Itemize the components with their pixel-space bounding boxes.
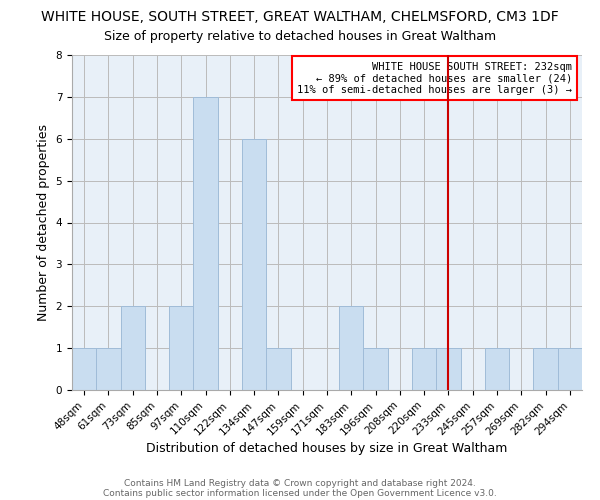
- Y-axis label: Number of detached properties: Number of detached properties: [37, 124, 50, 321]
- Bar: [339, 306, 364, 390]
- Bar: [193, 97, 218, 390]
- Text: Contains HM Land Registry data © Crown copyright and database right 2024.: Contains HM Land Registry data © Crown c…: [124, 478, 476, 488]
- X-axis label: Distribution of detached houses by size in Great Waltham: Distribution of detached houses by size …: [146, 442, 508, 455]
- Bar: [436, 348, 461, 390]
- Bar: [364, 348, 388, 390]
- Text: Size of property relative to detached houses in Great Waltham: Size of property relative to detached ho…: [104, 30, 496, 43]
- Bar: [242, 138, 266, 390]
- Bar: [169, 306, 193, 390]
- Bar: [121, 306, 145, 390]
- Bar: [72, 348, 96, 390]
- Text: WHITE HOUSE, SOUTH STREET, GREAT WALTHAM, CHELMSFORD, CM3 1DF: WHITE HOUSE, SOUTH STREET, GREAT WALTHAM…: [41, 10, 559, 24]
- Bar: [96, 348, 121, 390]
- Bar: [533, 348, 558, 390]
- Bar: [485, 348, 509, 390]
- Bar: [266, 348, 290, 390]
- Text: WHITE HOUSE SOUTH STREET: 232sqm
← 89% of detached houses are smaller (24)
11% o: WHITE HOUSE SOUTH STREET: 232sqm ← 89% o…: [297, 62, 572, 95]
- Bar: [558, 348, 582, 390]
- Bar: [412, 348, 436, 390]
- Text: Contains public sector information licensed under the Open Government Licence v3: Contains public sector information licen…: [103, 488, 497, 498]
